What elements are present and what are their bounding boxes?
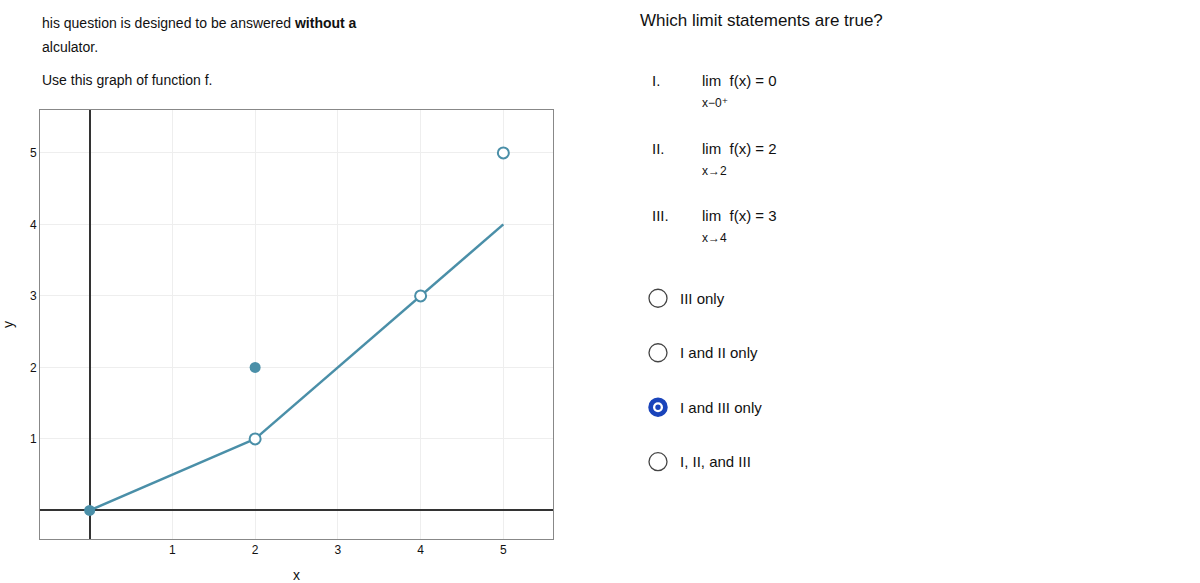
svg-text:lim f(x) = 3: lim f(x) = 3: [702, 207, 777, 224]
svg-text:lim f(x) = 2: lim f(x) = 2: [702, 140, 777, 157]
svg-text:I, II, and III: I, II, and III: [680, 453, 751, 470]
svg-text:4: 4: [417, 543, 424, 557]
svg-text:his question is designed to be: his question is designed to be answered …: [42, 15, 357, 31]
svg-text:1: 1: [30, 432, 37, 446]
svg-text:x−0⁺: x−0⁺: [702, 96, 728, 110]
svg-text:4: 4: [30, 218, 37, 232]
svg-text:5: 5: [30, 146, 37, 160]
svg-text:Which limit statements are tru: Which limit statements are true?: [640, 11, 883, 30]
svg-text:3: 3: [30, 289, 37, 303]
svg-text:III only: III only: [680, 290, 725, 307]
svg-text:Use this graph of function f.: Use this graph of function f.: [42, 72, 212, 88]
svg-text:x→2: x→2: [702, 164, 727, 178]
svg-text:y: y: [0, 321, 16, 328]
svg-text:5: 5: [500, 543, 507, 557]
svg-text:3: 3: [335, 543, 342, 557]
svg-text:1: 1: [169, 543, 176, 557]
svg-text:x: x: [293, 567, 300, 583]
svg-text:III.: III.: [652, 207, 669, 224]
svg-text:x→4: x→4: [702, 231, 727, 245]
svg-text:II.: II.: [652, 140, 665, 157]
svg-text:lim f(x) = 0: lim f(x) = 0: [702, 72, 777, 89]
svg-text:I and II only: I and II only: [680, 344, 758, 361]
svg-text:2: 2: [252, 543, 259, 557]
svg-text:alculator.: alculator.: [42, 39, 98, 55]
svg-text:I.: I.: [652, 72, 660, 89]
svg-text:2: 2: [30, 361, 37, 375]
svg-text:I and III only: I and III only: [680, 399, 762, 416]
